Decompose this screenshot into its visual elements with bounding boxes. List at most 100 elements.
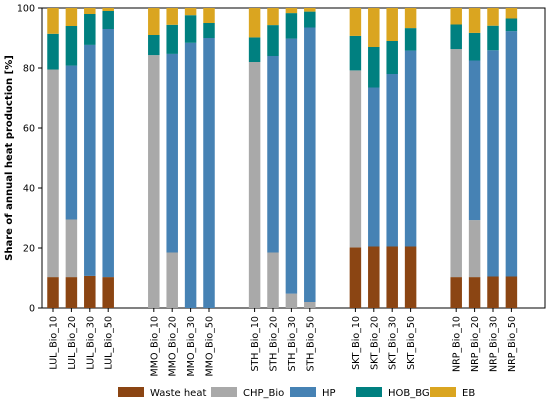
x-tick-label: MMO_Bio_10 bbox=[149, 316, 160, 376]
bar-segment-eb-mmo-bio-50 bbox=[203, 8, 215, 23]
legend-swatch-hob-bg bbox=[356, 387, 382, 397]
bar-segment-eb-lul-bio-10 bbox=[47, 8, 59, 34]
x-tick-label: LUL_Bio_20 bbox=[67, 316, 78, 370]
bar-segment-chp-bio-sth-bio-20 bbox=[267, 252, 279, 308]
x-tick-label: LUL_Bio_10 bbox=[49, 316, 60, 370]
bar-segment-chp-bio-lul-bio-20 bbox=[65, 219, 78, 278]
x-tick-label: LUL_Bio_30 bbox=[85, 316, 96, 370]
legend-swatch-hp bbox=[290, 387, 316, 397]
x-tick-label: SKT_Bio_20 bbox=[369, 316, 380, 370]
bar-segment-hp-mmo-bio-30 bbox=[184, 42, 197, 309]
bar-segment-waste-heat-lul-bio-20 bbox=[65, 277, 78, 308]
bar-segment-hob-bg-skt-bio-30 bbox=[386, 41, 398, 74]
bar-segment-eb-sth-bio-10 bbox=[248, 8, 261, 38]
bar-segment-eb-mmo-bio-30 bbox=[184, 8, 197, 16]
bars bbox=[47, 8, 518, 309]
bar-segment-waste-heat-lul-bio-50 bbox=[102, 277, 114, 308]
bar-segment-hob-bg-lul-bio-20 bbox=[65, 26, 78, 66]
bar-segment-hob-bg-lul-bio-50 bbox=[102, 11, 114, 29]
y-tick-label: 40 bbox=[23, 184, 35, 195]
bar-segment-hp-skt-bio-50 bbox=[404, 50, 417, 247]
x-tick-label: NRP_Bio_50 bbox=[507, 316, 518, 372]
legend-swatch-waste-heat bbox=[118, 387, 144, 397]
x-tick-label: SKT_Bio_30 bbox=[388, 316, 399, 370]
bar-segment-hob-bg-sth-bio-10 bbox=[248, 37, 261, 62]
x-tick-label: STH_Bio_20 bbox=[269, 316, 280, 372]
x-tick-label: STH_Bio_50 bbox=[305, 316, 316, 372]
x-tick-label: SKT_Bio_50 bbox=[406, 316, 417, 370]
bar-segment-eb-lul-bio-20 bbox=[65, 8, 78, 26]
bar-segment-eb-skt-bio-10 bbox=[349, 8, 362, 36]
bar-segment-eb-nrp-bio-50 bbox=[505, 8, 518, 19]
x-tick-label: NRP_Bio_20 bbox=[470, 316, 481, 372]
bar-segment-waste-heat-nrp-bio-10 bbox=[450, 277, 462, 308]
bar-segment-hob-bg-mmo-bio-20 bbox=[166, 24, 178, 54]
bar-segment-hp-mmo-bio-20 bbox=[166, 53, 178, 253]
bar-segment-hp-sth-bio-50 bbox=[304, 27, 316, 302]
bar-segment-eb-sth-bio-50 bbox=[304, 8, 316, 12]
bar-segment-chp-bio-nrp-bio-20 bbox=[468, 220, 481, 278]
y-tick-label: 20 bbox=[23, 244, 35, 255]
bar-segment-hp-skt-bio-30 bbox=[386, 74, 398, 247]
legend-label-chp-bio: CHP_Bio bbox=[243, 388, 284, 399]
legend-label-hp: HP bbox=[322, 388, 336, 399]
bar-segment-hob-bg-nrp-bio-50 bbox=[505, 18, 518, 32]
bar-segment-hp-nrp-bio-30 bbox=[487, 50, 499, 277]
y-axis-label: Share of annual heat production [%] bbox=[4, 55, 15, 261]
bar-segment-chp-bio-sth-bio-30 bbox=[285, 293, 298, 308]
legend-label-hob-bg: HOB_BG bbox=[388, 388, 430, 399]
bar-segment-eb-sth-bio-30 bbox=[285, 8, 298, 14]
bar-segment-eb-skt-bio-50 bbox=[404, 8, 417, 29]
x-tick-label: MMO_Bio_20 bbox=[168, 316, 179, 376]
bar-segment-hp-skt-bio-20 bbox=[368, 87, 380, 247]
bar-segment-hob-bg-nrp-bio-10 bbox=[450, 24, 462, 50]
bar-segment-eb-nrp-bio-30 bbox=[487, 8, 499, 26]
bar-segment-waste-heat-skt-bio-50 bbox=[404, 246, 417, 308]
bar-segment-eb-nrp-bio-20 bbox=[468, 8, 481, 33]
bar-segment-waste-heat-skt-bio-10 bbox=[349, 247, 362, 308]
legend-label-eb: EB bbox=[462, 388, 475, 399]
bar-segment-hob-bg-skt-bio-20 bbox=[368, 47, 380, 88]
x-tick-label: LUL_Bio_50 bbox=[104, 316, 115, 370]
bar-segment-eb-sth-bio-20 bbox=[267, 8, 279, 26]
bar-segment-chp-bio-mmo-bio-10 bbox=[148, 55, 160, 308]
bar-segment-hp-sth-bio-30 bbox=[285, 38, 298, 294]
bar-segment-waste-heat-lul-bio-30 bbox=[84, 275, 96, 308]
x-tick-label: SKT_Bio_10 bbox=[351, 316, 362, 370]
bar-segment-eb-mmo-bio-20 bbox=[166, 8, 178, 25]
legend-swatch-chp-bio bbox=[211, 387, 237, 397]
bar-segment-hob-bg-mmo-bio-10 bbox=[148, 35, 160, 56]
ticks: 0 20 40 60 80 100 LUL_Bio_10 LUL_Bio_20 LUL_Bio_… bbox=[17, 4, 518, 377]
x-tick-label: STH_Bio_30 bbox=[287, 316, 298, 372]
bar-segment-eb-lul-bio-30 bbox=[84, 8, 96, 14]
bar-segment-hp-lul-bio-30 bbox=[84, 44, 96, 276]
bar-segment-hp-nrp-bio-50 bbox=[505, 31, 518, 277]
bar-segment-chp-bio-mmo-bio-20 bbox=[166, 252, 178, 308]
bar-segment-hp-sth-bio-20 bbox=[267, 56, 279, 253]
y-tick-label: 60 bbox=[23, 124, 35, 135]
bar-segment-chp-bio-sth-bio-50 bbox=[304, 302, 316, 308]
bar-segment-hp-nrp-bio-20 bbox=[468, 60, 481, 221]
bar-segment-hp-mmo-bio-50 bbox=[203, 38, 215, 308]
y-tick-label: 0 bbox=[29, 304, 35, 315]
x-tick-label: MMO_Bio_30 bbox=[186, 316, 197, 376]
bar-segment-eb-nrp-bio-10 bbox=[450, 8, 462, 25]
bar-segment-chp-bio-skt-bio-10 bbox=[349, 70, 362, 248]
x-tick-label: STH_Bio_10 bbox=[250, 316, 261, 372]
x-tick-label: MMO_Bio_50 bbox=[205, 316, 216, 376]
y-tick-label: 100 bbox=[17, 4, 35, 15]
bar-segment-chp-bio-nrp-bio-10 bbox=[450, 49, 462, 278]
bar-segment-hp-lul-bio-20 bbox=[65, 65, 78, 220]
bar-segment-waste-heat-lul-bio-10 bbox=[47, 277, 59, 308]
bar-segment-hob-bg-skt-bio-50 bbox=[404, 28, 417, 51]
bar-segment-eb-skt-bio-20 bbox=[368, 8, 380, 47]
bar-segment-hob-bg-nrp-bio-20 bbox=[468, 32, 481, 61]
legend-swatch-eb bbox=[430, 387, 456, 397]
bar-segment-hob-bg-nrp-bio-30 bbox=[487, 25, 499, 51]
bar-segment-hob-bg-mmo-bio-50 bbox=[203, 23, 215, 38]
bar-segment-chp-bio-sth-bio-10 bbox=[248, 62, 261, 308]
bar-segment-chp-bio-lul-bio-10 bbox=[47, 69, 59, 278]
bar-segment-hob-bg-sth-bio-20 bbox=[267, 25, 279, 56]
bar-segment-hob-bg-mmo-bio-30 bbox=[184, 15, 197, 43]
